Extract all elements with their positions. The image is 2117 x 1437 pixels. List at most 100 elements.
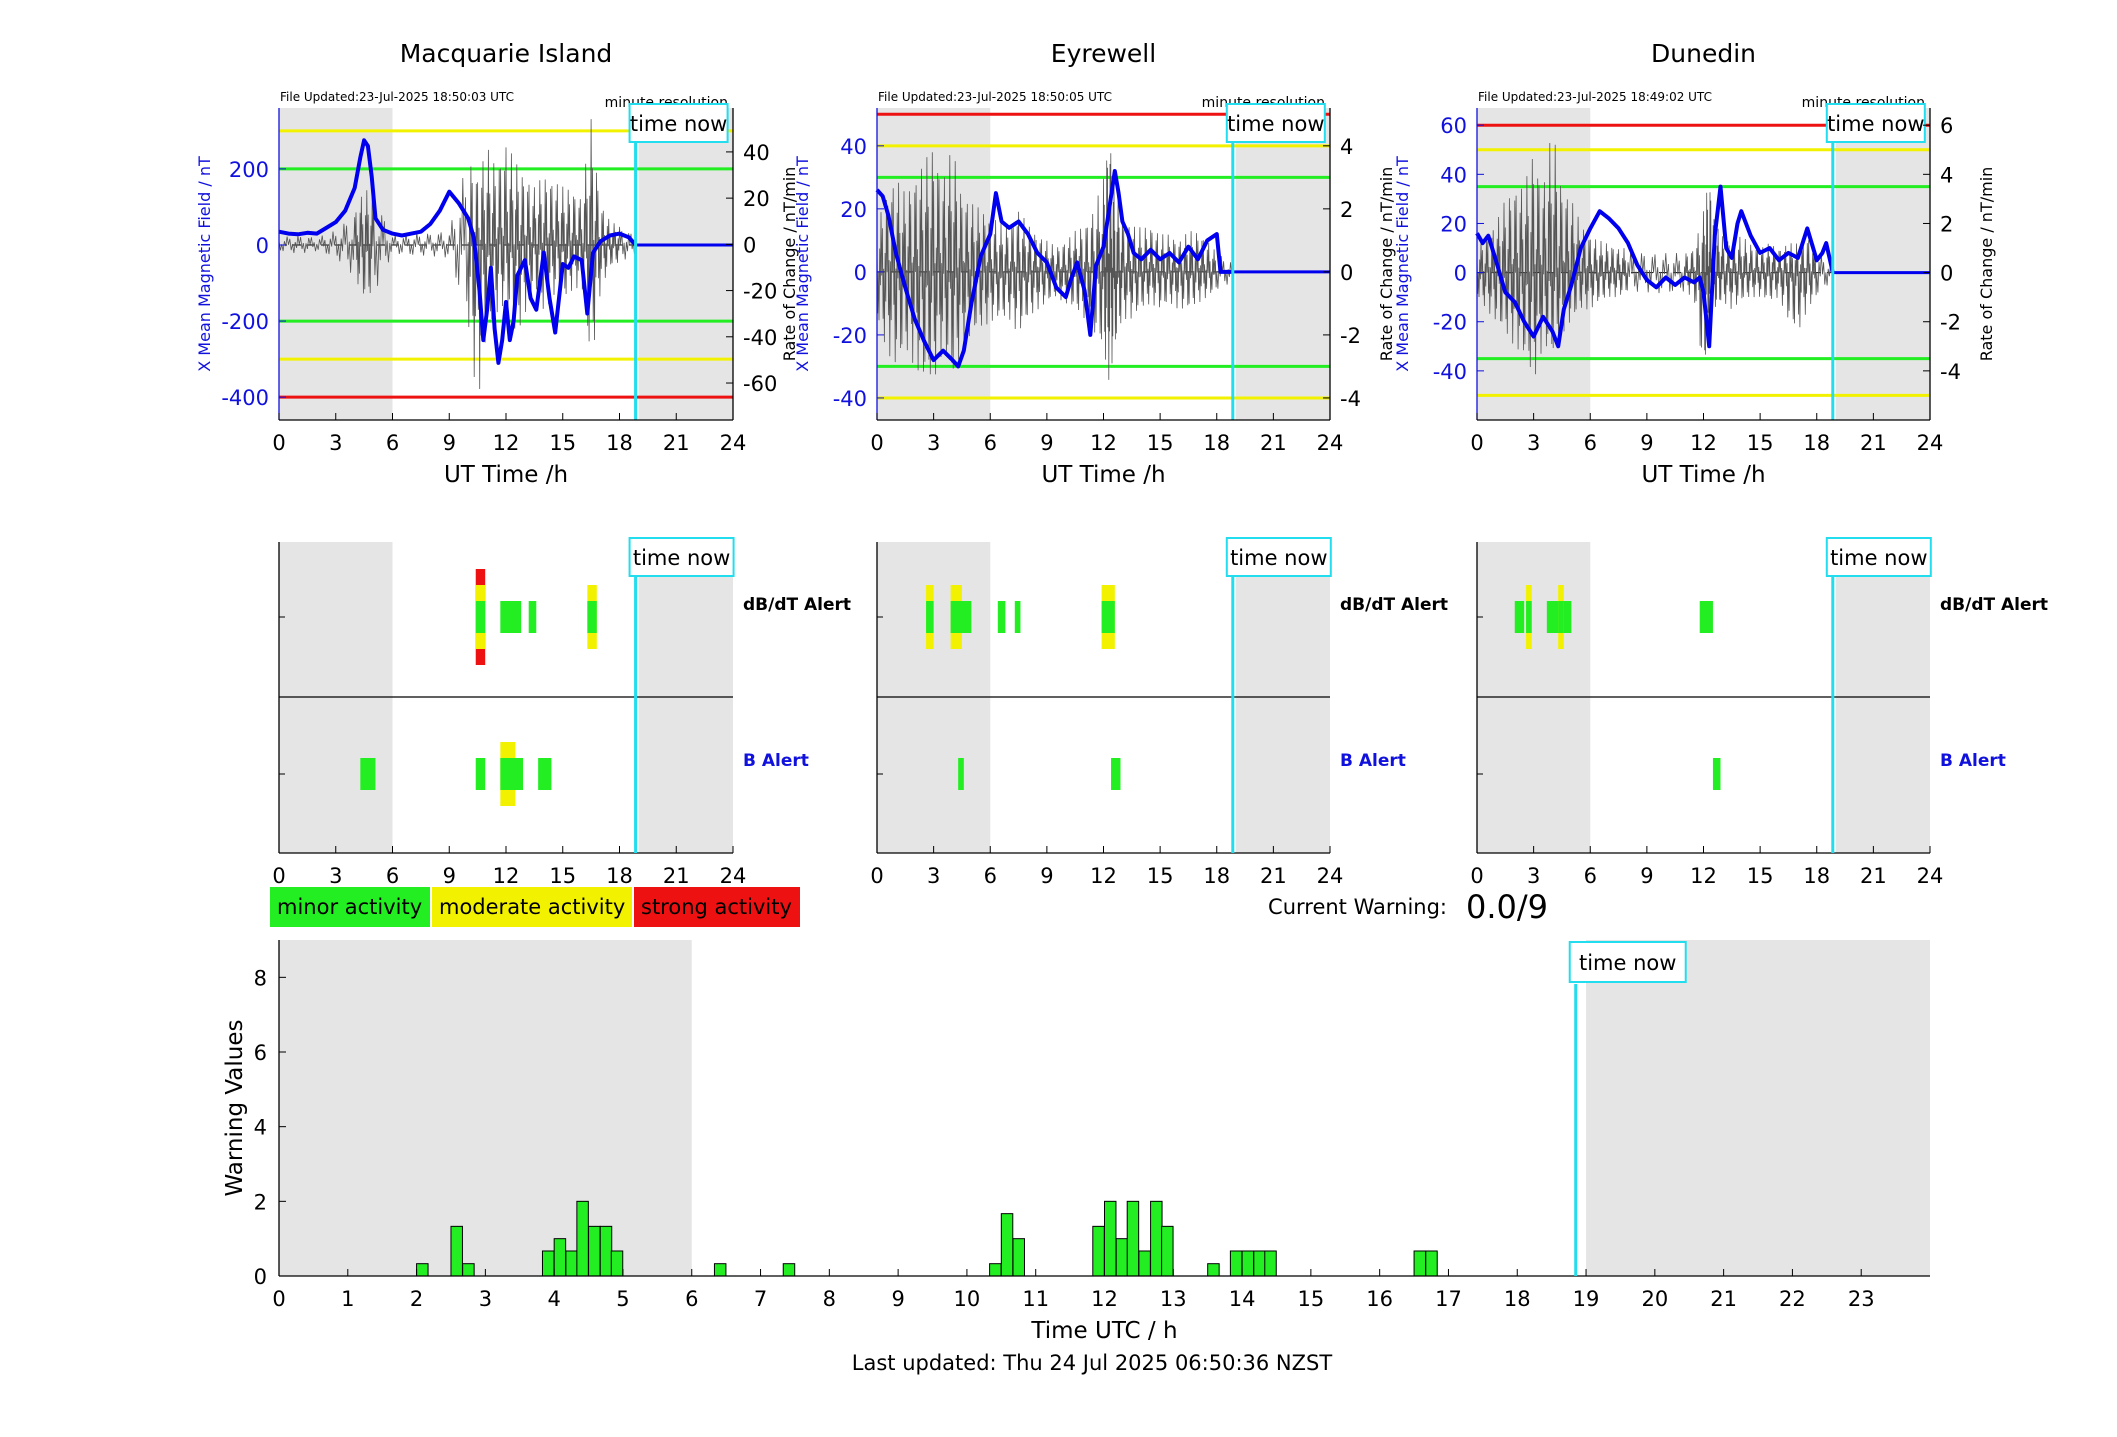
warning-bar [1012,1238,1025,1277]
left-tick-label: -40 [1433,360,1467,384]
warning-y-axis-label: Warning Values [222,1019,248,1196]
file-updated-text: File Updated:23-Jul-2025 18:49:02 UTC [1478,90,1712,104]
right-tick-label: 0 [1340,261,1353,285]
warning-bar [1104,1200,1117,1277]
right-axis-label: Rate of Change / nT/min [1377,167,1396,362]
warning-x-tick-label: 5 [616,1287,629,1311]
x-tick-label: 0 [1470,864,1483,888]
warning-y-tick-label: 6 [254,1041,267,1065]
warning-bar [576,1200,589,1277]
night-shade [638,108,733,420]
station-title: Dunedin [1651,39,1756,68]
time-now-label: time now [633,546,730,570]
warning-x-tick-label: 9 [891,1287,904,1311]
left-axis-label: X Mean Magnetic Field / nT [793,156,812,372]
left-tick-label: -200 [221,310,269,334]
warning-bar [553,1238,567,1277]
b-alert-label: B Alert [743,751,809,771]
x-tick-label: 3 [329,864,342,888]
warning-bar [1000,1213,1014,1277]
x-tick-label: 15 [549,864,576,888]
x-axis-label: UT Time /h [1041,462,1165,488]
b-alert-minor [475,758,486,790]
warning-x-tick-label: 12 [1091,1287,1118,1311]
warning-x-tick-label: 21 [1710,1287,1737,1311]
warning-bar [1126,1200,1140,1277]
warning-x-tick-label: 0 [272,1287,285,1311]
x-tick-label: 15 [1747,864,1774,888]
warning-x-tick-label: 22 [1779,1287,1806,1311]
x-tick-label: 18 [1803,864,1830,888]
x-tick-label: 6 [386,864,399,888]
warning-bar [989,1263,1002,1277]
legend-swatch-green [270,887,430,927]
right-tick-label: -2 [1940,311,1961,335]
x-tick-label: 15 [1147,864,1174,888]
warning-bar [450,1225,463,1277]
mean-field-line [875,169,1233,369]
x-tick-label: 21 [1260,431,1287,455]
db-dt-alert-label: dB/dT Alert [1940,595,2048,615]
station-title: Macquarie Island [400,39,613,68]
x-axis-label: UT Time /h [1641,462,1765,488]
warning-bar [1241,1250,1255,1277]
night-shade [279,108,393,420]
warning-bar [782,1263,796,1277]
x-tick-label: 3 [927,431,940,455]
warning-bar [1092,1225,1105,1277]
right-axis-label: Rate of Change / nT/min [1977,167,1996,362]
warning-x-tick-label: 10 [954,1287,981,1311]
left-tick-label: 0 [256,234,269,258]
night-shade [1835,108,1930,420]
left-tick-label: 200 [229,158,269,182]
night-shade [1586,940,1930,1276]
left-tick-label: -400 [221,386,269,410]
file-updated-text: File Updated:23-Jul-2025 18:50:05 UTC [878,90,1112,104]
left-tick-label: 0 [1454,262,1467,286]
right-axis-label: Rate of Change / nT/min [780,167,799,362]
warning-x-tick-label: 15 [1298,1287,1325,1311]
b-alert-minor [500,758,516,790]
x-tick-label: 0 [272,431,285,455]
right-tick-label: -2 [1340,324,1361,348]
right-tick-label: -40 [743,326,777,350]
b-alert-minor [538,758,552,790]
time-now-box [628,537,735,577]
warning-bar [1138,1250,1151,1277]
right-tick-label: 2 [1340,198,1353,222]
footer-last-updated: Last updated: Thu 24 Jul 2025 06:50:36 N… [852,1351,1333,1375]
right-tick-label: -4 [1340,387,1361,411]
x-tick-label: 24 [1317,431,1344,455]
x-tick-label: 24 [1917,864,1944,888]
b-alert-label: B Alert [1940,751,2006,771]
rate-of-change-line [876,152,1232,380]
warning-bar [541,1250,555,1277]
left-tick-label: -40 [833,387,867,411]
rate-of-change-line [278,119,635,390]
time-now-box [1825,103,1926,143]
time-now-box [628,103,729,143]
warning-bar [1253,1250,1266,1277]
mean-field-line [278,138,638,365]
x-tick-label: 21 [1260,864,1287,888]
db-dt-alert-minor [1526,601,1532,633]
left-tick-label: 20 [1440,212,1467,236]
warning-x-tick-label: 17 [1435,1287,1462,1311]
x-tick-label: 24 [1917,431,1944,455]
warning-x-tick-label: 7 [754,1287,767,1311]
legend-swatch-yellow [432,887,632,927]
right-tick-label: 6 [1940,114,1953,138]
b-alert-minor [1712,758,1721,790]
x-tick-label: 12 [493,431,520,455]
warning-y-tick-label: 8 [254,966,267,990]
warning-x-tick-label: 19 [1573,1287,1600,1311]
x-tick-label: 18 [1203,431,1230,455]
right-tick-label: 0 [743,233,756,257]
left-tick-label: -20 [833,324,867,348]
x-tick-label: 18 [606,431,633,455]
warning-x-tick-label: 13 [1160,1287,1187,1311]
right-tick-label: 40 [743,141,770,165]
left-tick-label: -20 [1433,311,1467,335]
x-tick-label: 21 [663,864,690,888]
db-dt-alert-minor [475,601,486,633]
